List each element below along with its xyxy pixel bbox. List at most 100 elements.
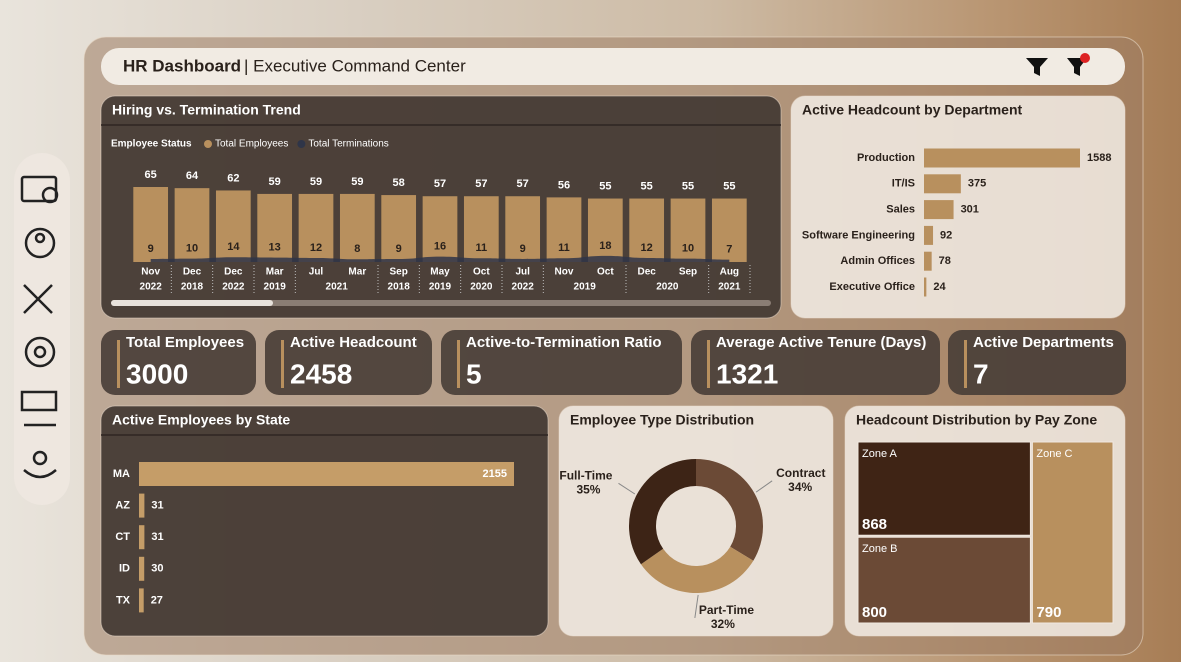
slice-name: Part-Time [699,603,754,617]
nav-team[interactable] [24,227,56,259]
treemap-cell [857,536,1031,624]
bar [711,198,747,262]
bar [670,198,706,262]
bar-label: 59 [351,176,363,188]
x-month: Oct [473,267,490,278]
clear-badge [1080,53,1090,63]
kpi-card [691,330,940,395]
donut-slice [696,459,764,561]
x-month: Sep [679,267,697,278]
x-month: Dec [224,267,243,278]
nav-settings[interactable] [24,336,56,368]
bar [924,277,927,297]
x-month: Nov [555,267,574,278]
bar [505,196,541,262]
panel-title: Hiring vs. Termination Trend [112,102,301,118]
x-year: 2021 [326,282,349,293]
bar [174,188,210,262]
x-year: 2019 [264,282,287,293]
nav-overview[interactable] [20,175,59,204]
kpi-label: Total Employees [126,334,244,351]
kpi-accent [281,340,284,388]
bar [298,193,334,262]
bar [139,525,145,550]
x-month: Aug [720,267,739,278]
y-category: Admin Offices [840,255,915,267]
y-category: Sales [886,204,915,216]
legend-marker [204,140,212,148]
termination-label: 9 [148,243,154,255]
bar-label: 55 [641,180,653,192]
x-month: Dec [183,267,202,278]
x-year: 2022 [512,282,535,293]
x-year: 2022 [222,282,245,293]
panel-title: Headcount Distribution by Pay Zone [856,412,1097,428]
bar [924,251,932,271]
cell-value: 868 [862,516,887,533]
slice-name: Full-Time [559,469,612,483]
bar-label: 301 [961,204,979,216]
header-subtitle: | Executive Command Center [244,56,466,75]
termination-label: 13 [269,242,281,254]
bar [924,174,961,194]
panel-title: Employee Type Distribution [570,412,754,428]
bar-label: 59 [310,176,322,188]
y-category: Production [857,152,915,164]
nav-care[interactable] [23,450,57,479]
kpi-accent [964,340,967,388]
clear-filter-icon[interactable] [1067,58,1087,76]
termination-label: 12 [310,242,322,254]
termination-label: 14 [227,241,240,253]
header-title: HR Dashboard [123,56,241,75]
panel-title: Active Employees by State [112,412,290,428]
slice-label: 34% [788,480,812,494]
bar-label: 55 [682,180,694,192]
donut-slice [629,459,696,565]
bar-label: 56 [558,179,570,191]
bar-label: 55 [723,180,735,192]
bar [139,588,144,613]
nav-collab[interactable] [23,284,53,314]
kpi-card [948,330,1126,395]
bar [587,198,623,262]
kpi-value: 7 [973,358,989,389]
filter-icon[interactable] [1026,58,1048,76]
header-bar [101,48,1125,85]
bar-label: 92 [940,229,952,241]
x-year: 2019 [574,282,597,293]
x-year: 2021 [718,282,741,293]
leader-line [694,594,699,619]
bar [339,193,375,262]
bar-label: 375 [968,178,986,190]
kpi-label: Active Departments [973,334,1114,351]
legend-label: Total Terminations [308,139,388,150]
y-category: CT [115,531,130,543]
bar-label: 57 [475,178,487,190]
termination-label: 10 [682,243,694,255]
panel-title: Active Headcount by Department [802,102,1022,118]
kpi-value: 1321 [716,358,778,389]
cell-value: 790 [1036,604,1061,621]
bar [924,200,954,220]
bar [924,148,1080,168]
x-month: May [430,267,450,278]
bar [546,197,582,262]
scroll-thumb[interactable] [111,300,273,306]
leader-line [755,480,773,493]
termination-label: 11 [558,242,570,254]
kpi-accent [707,340,710,388]
nav-training[interactable] [20,390,58,427]
donut-slice [640,546,754,593]
treemap-cell [1031,441,1114,624]
legend-label: Total Employees [215,139,288,150]
bar-label: 64 [186,170,199,182]
termination-area [150,255,730,262]
legend-title: Employee Status [111,139,192,150]
x-month: Nov [141,267,160,278]
termination-label: 9 [520,243,526,255]
x-year: 2018 [181,282,204,293]
y-category: Software Engineering [802,229,915,241]
x-year: 2020 [656,282,679,293]
termination-label: 12 [641,242,653,254]
cell-name: Zone B [862,543,897,555]
